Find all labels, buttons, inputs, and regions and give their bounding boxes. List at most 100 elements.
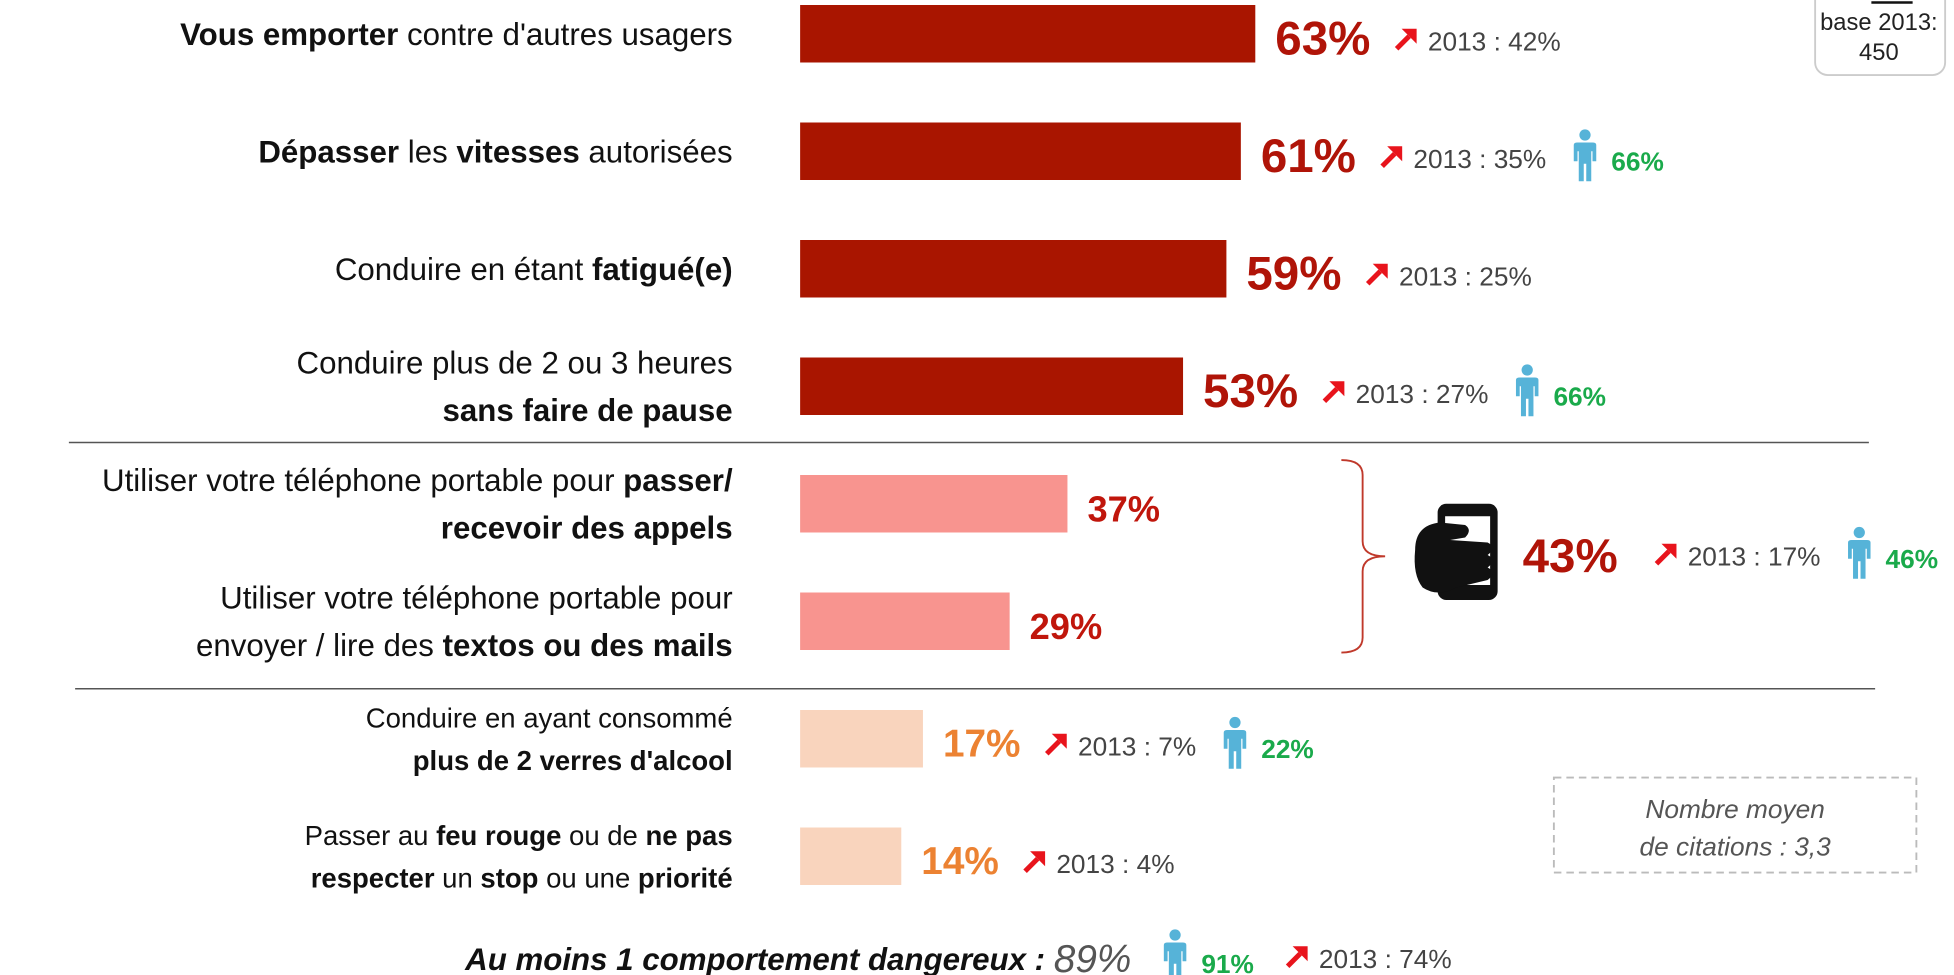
category-label: Conduire plus de 2 ou 3 heures: [297, 345, 733, 380]
man-body: [1515, 377, 1539, 417]
trend-arrow-head: [1030, 851, 1046, 867]
value-label: 29%: [1030, 606, 1103, 647]
trend-arrow-head: [1292, 946, 1308, 962]
category-label-part: envoyer / lire des: [196, 628, 443, 663]
category-label: recevoir des appels: [441, 510, 733, 545]
category-label-part: autorisées: [580, 134, 733, 169]
trend-arrow: [1394, 28, 1417, 51]
compare-2013: 2013 : 7%: [1078, 731, 1196, 761]
value-label: 17%: [943, 722, 1021, 765]
compare-2013: 2013 : 17%: [1688, 541, 1821, 571]
category-label: Utiliser votre téléphone portable pour: [220, 580, 732, 615]
category-label-part: fatigué(e): [592, 251, 733, 286]
bar: [800, 827, 902, 885]
category-label-part: passer/: [623, 463, 733, 498]
trend-arrow-shaft: [1365, 269, 1382, 286]
category-label-part: Passer au: [305, 820, 436, 851]
category-label-part: recevoir des appels: [441, 510, 733, 545]
bracket: [1341, 459, 1386, 654]
base-value: 450: [1859, 39, 1899, 66]
trend-arrow-head: [1387, 146, 1403, 162]
category-label: Conduire en étant fatigué(e): [335, 251, 733, 286]
category-label-part: Utiliser votre téléphone portable pour: [102, 463, 623, 498]
value-label: 61%: [1261, 130, 1356, 183]
men-value: 66%: [1611, 146, 1664, 176]
category-label-part: ou de: [561, 820, 645, 851]
category-label-part: feu rouge: [436, 820, 561, 851]
base-box: [1814, 0, 1947, 76]
category-label-part: Conduire en ayant consommé: [366, 702, 733, 733]
category-label-part: vitesses: [456, 134, 579, 169]
trend-arrow: [1044, 733, 1067, 756]
trend-arrow: [1285, 946, 1308, 969]
value-label: 37%: [1087, 488, 1160, 529]
trend-arrow: [1654, 543, 1677, 566]
men-value: 22%: [1261, 734, 1314, 764]
man-head: [1579, 129, 1591, 141]
category-label-part: contre d'autres usagers: [398, 16, 732, 51]
trend-arrow-head: [1661, 543, 1677, 559]
category-label: Utiliser votre téléphone portable pour p…: [102, 463, 733, 498]
man-icon: [1573, 129, 1597, 182]
compare-2013: 2013 : 35%: [1413, 144, 1546, 174]
trend-arrow-head: [1372, 263, 1388, 279]
category-label: sans faire de pause: [443, 393, 733, 428]
trend-arrow-shaft: [1380, 151, 1397, 169]
trend-arrow-shaft: [1285, 951, 1302, 969]
trend-arrow-head: [1401, 28, 1417, 44]
note-text: Nombre moyen: [1645, 794, 1824, 824]
category-label: plus de 2 verres d'alcool: [413, 745, 733, 776]
man-body: [1848, 540, 1871, 579]
bar: [800, 357, 1184, 415]
trend-arrow: [1380, 146, 1403, 169]
phone-icon: [1414, 503, 1498, 600]
compare-2013: 2013 : 74%: [1319, 944, 1452, 974]
man-head: [1521, 364, 1533, 376]
group-value-label: 43%: [1523, 530, 1618, 583]
category-label: Passer au feu rouge ou de ne pas: [305, 820, 733, 851]
category-label-part: Vous emporter: [180, 16, 398, 51]
note-text: de citations : 3,3: [1640, 831, 1832, 861]
bar: [800, 5, 1256, 63]
category-label-part: plus de 2 verres d'alcool: [413, 745, 733, 776]
category-label-part: Utiliser votre téléphone portable pour: [220, 580, 732, 615]
value-label: 14%: [921, 840, 999, 883]
men-value: 66%: [1553, 381, 1606, 411]
man-icon: [1848, 526, 1871, 579]
men-value: 46%: [1886, 544, 1939, 574]
bar: [800, 475, 1068, 533]
compare-2013: 2013 : 25%: [1399, 261, 1532, 291]
trend-arrow-head: [1329, 381, 1345, 397]
category-label-part: sans faire de pause: [443, 393, 733, 428]
base-label: base 2013:: [1820, 9, 1938, 36]
man-icon: [1163, 929, 1187, 975]
category-label-part: Conduire en étant: [335, 251, 592, 286]
trend-arrow: [1023, 851, 1046, 874]
category-label: Dépasser les vitesses autorisées: [258, 134, 732, 169]
category-label-part: les: [399, 134, 456, 169]
bar: [800, 122, 1241, 180]
total-label: Au moins 1 comportement dangereux : 89%: [464, 937, 1131, 975]
category-label-part: un: [435, 862, 481, 893]
man-icon: [1223, 716, 1247, 769]
trend-arrow-shaft: [1394, 34, 1411, 51]
bar: [800, 592, 1010, 650]
category-label-part: priorité: [638, 862, 733, 893]
value-label: 59%: [1246, 247, 1341, 300]
man-body: [1573, 142, 1597, 182]
compare-2013: 2013 : 4%: [1056, 849, 1174, 879]
man-icon: [1515, 364, 1539, 417]
category-label-part: ou une: [538, 862, 637, 893]
trend-arrow-shaft: [1044, 739, 1062, 756]
total-text: Au moins 1 comportement dangereux :: [464, 941, 1054, 975]
man-head: [1229, 716, 1241, 729]
value-label: 53%: [1203, 365, 1298, 418]
trend-arrow: [1365, 263, 1388, 286]
category-label: envoyer / lire des textos ou des mails: [196, 628, 733, 663]
men-value: 91%: [1201, 949, 1254, 975]
note-box: [1552, 776, 1918, 874]
total-value: 89%: [1054, 937, 1132, 975]
man-body: [1163, 942, 1187, 975]
